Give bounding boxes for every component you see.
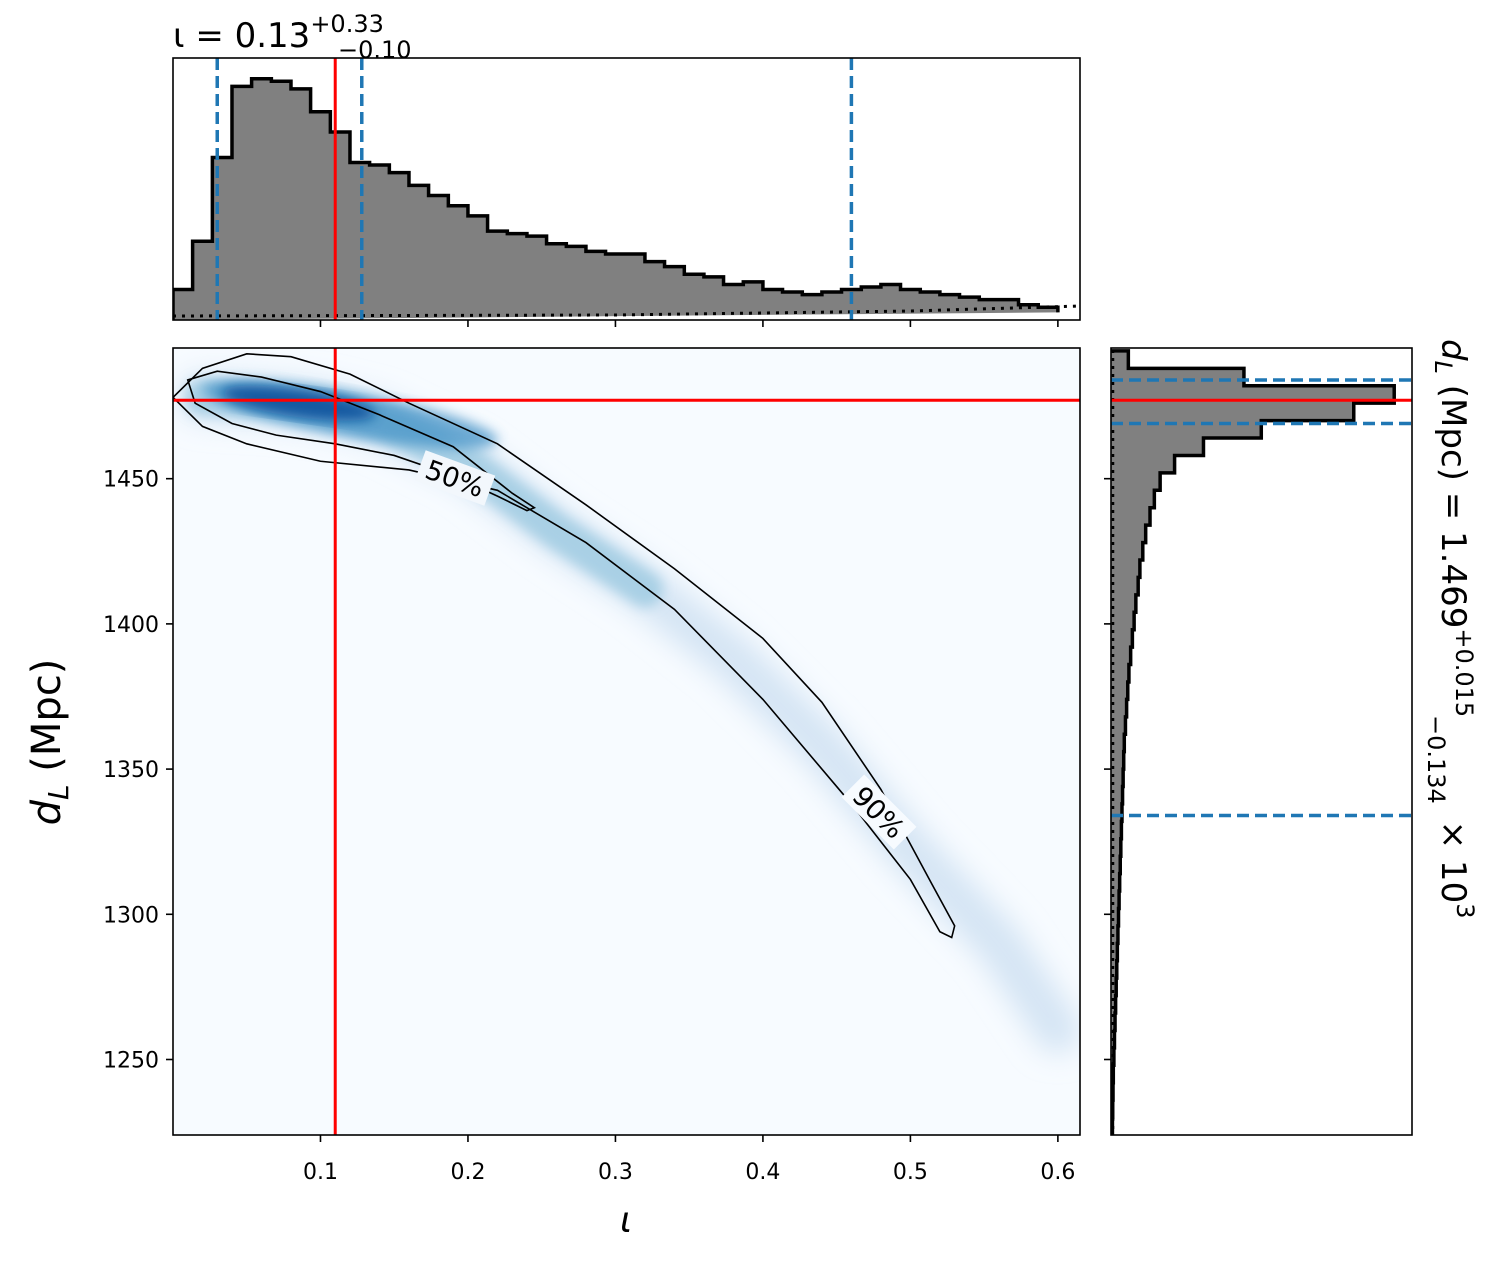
top-interval-lines xyxy=(215,58,854,320)
right-title-sub2: −0.134 xyxy=(1422,715,1450,804)
right-title-lower: −0.134 × 103 xyxy=(1422,715,1479,918)
y-tick-label-1: 1300 xyxy=(103,903,159,928)
y-tick-label-3: 1400 xyxy=(103,613,159,638)
right-interval-lines xyxy=(1111,378,1412,818)
right-y-ticks xyxy=(1104,477,1111,1061)
top-title-sup: +0.33 xyxy=(310,10,384,38)
right-histogram-fill xyxy=(1111,350,1395,1135)
joint-panel: 50% 90% 0.1 0.2 0.3 0.4 0.5 0.6 1250130013501… xyxy=(24,347,1081,1241)
joint-axes-frame xyxy=(172,347,1081,1136)
top-title: ι = 0.13+0.33 xyxy=(173,10,384,56)
right-title-tail: × 10 xyxy=(1433,810,1473,903)
x-tick-label-0: 0.1 xyxy=(303,1160,338,1185)
top-x-ticks xyxy=(319,320,1059,327)
x-tick-label-3: 0.4 xyxy=(745,1160,780,1185)
y-axis-label-main: d xyxy=(24,799,70,825)
x-tick-label-5: 0.6 xyxy=(1040,1160,1075,1185)
right-title-exp: 3 xyxy=(1451,903,1479,918)
y-tick-label-4: 1450 xyxy=(103,468,159,493)
top-axes-frame xyxy=(172,57,1081,321)
right-title: dL (Mpc) = 1.469+0.015 xyxy=(1429,339,1478,717)
y-axis-label-sub: L xyxy=(42,784,75,800)
right-title-main: d xyxy=(1433,339,1473,361)
right-histogram-outline xyxy=(1111,349,1396,1135)
joint-x-ticks: 0.1 0.2 0.3 0.4 0.5 0.6 xyxy=(303,1135,1075,1185)
y-axis-label: dL (Mpc) xyxy=(24,659,75,826)
joint-y-ticks: 1250 1300 1350 1400 1450 xyxy=(103,468,173,1073)
top-histogram-fill xyxy=(173,78,1058,320)
contour-50 xyxy=(186,370,537,512)
x-axis-label: ι xyxy=(620,1200,632,1241)
top-histogram-outline xyxy=(173,76,1060,320)
x-tick-label-1: 0.2 xyxy=(450,1160,485,1185)
right-title-rest: (Mpc) = 1.469 xyxy=(1433,374,1473,628)
x-tick-label-2: 0.3 xyxy=(598,1160,633,1185)
density-peak xyxy=(221,385,376,421)
top-title-sub: −0.10 xyxy=(338,36,412,64)
right-title-sup: +0.015 xyxy=(1450,628,1478,717)
x-tick-label-4: 0.5 xyxy=(893,1160,928,1185)
right-axes-frame xyxy=(1110,347,1413,1136)
joint-background xyxy=(173,348,1080,1135)
top-marginal-panel: ι = 0.13+0.33 −0.10 xyxy=(172,10,1081,327)
y-axis-label-rest: (Mpc) xyxy=(24,659,70,785)
right-title-sub: L xyxy=(1429,361,1457,374)
top-title-main: ι = 0.13 xyxy=(173,16,310,56)
y-tick-label-0: 1250 xyxy=(103,1048,159,1073)
right-marginal-panel: dL (Mpc) = 1.469+0.015 −0.134 × 103 xyxy=(1104,339,1479,1136)
y-tick-label-2: 1350 xyxy=(103,758,159,783)
